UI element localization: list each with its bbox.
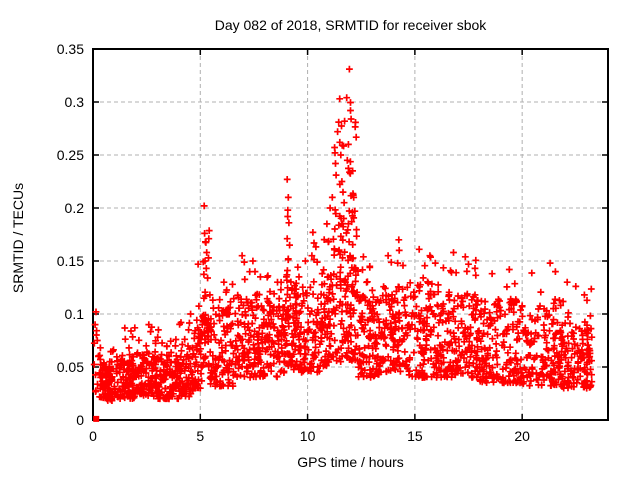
y-tick-label: 0.25	[57, 147, 84, 163]
plot-border	[92, 48, 609, 421]
x-tick-label: 20	[514, 428, 530, 444]
y-tick-label: 0.05	[57, 359, 84, 375]
scatter-points	[90, 65, 596, 404]
x-tick-label: 10	[300, 428, 316, 444]
y-tick-label: 0.15	[57, 253, 84, 269]
x-axis-label: GPS time / hours	[297, 454, 404, 470]
y-tick-label: 0.35	[57, 41, 84, 57]
y-tick-label: 0.1	[65, 306, 85, 322]
x-tick-label: 5	[196, 428, 204, 444]
y-tick-label: 0	[76, 412, 84, 428]
y-tick-label: 0.3	[65, 94, 85, 110]
chart-title: Day 082 of 2018, SRMTID for receiver sbo…	[214, 17, 487, 33]
x-tick-label: 0	[89, 428, 97, 444]
y-tick-label: 0.2	[65, 200, 85, 216]
x-tick-label: 15	[407, 428, 423, 444]
origin-cluster-marker	[93, 415, 100, 422]
